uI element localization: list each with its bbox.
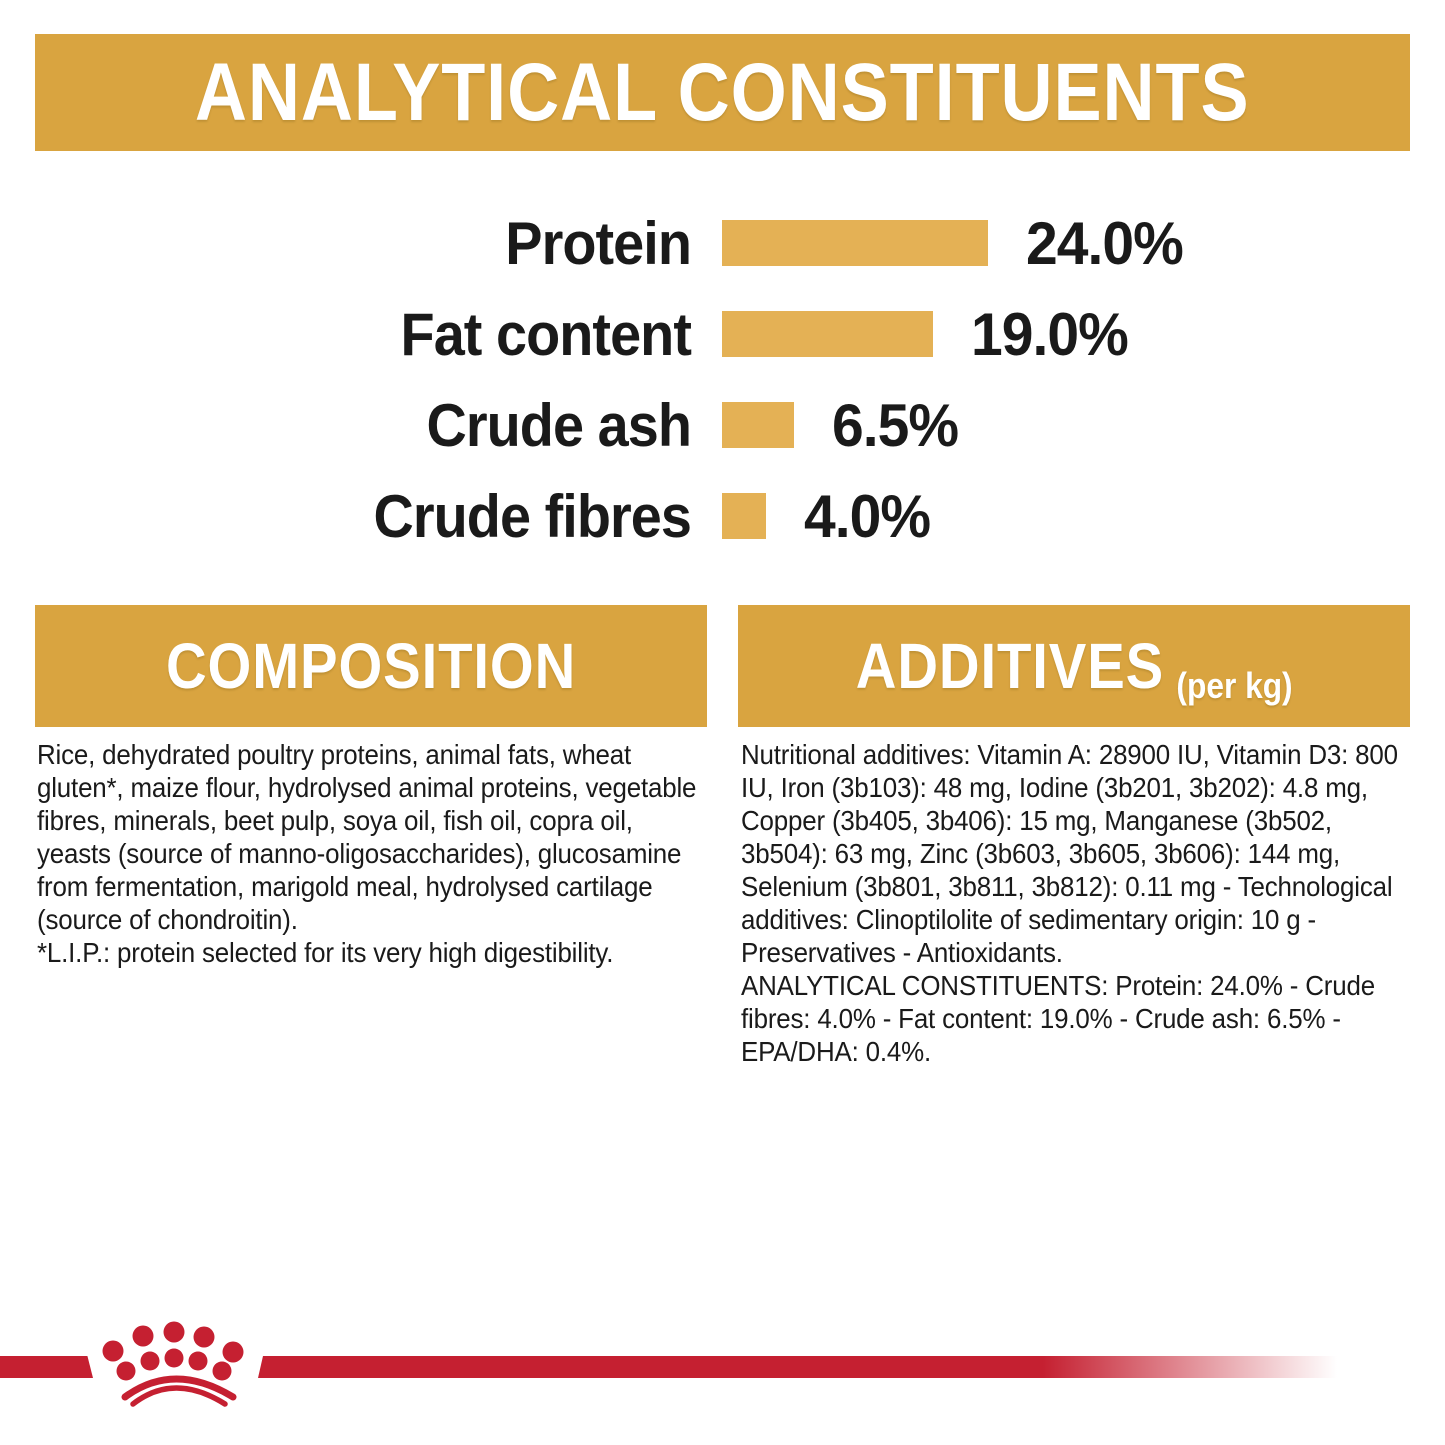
additives-banner: ADDITIVES (per kg) [738,605,1410,727]
chart-row-crude-fibres: Crude fibres 4.0% [0,483,1445,550]
composition-body: Rice, dehydrated poultry proteins, anima… [37,739,697,935]
additives-heading: ADDITIVES (per kg) [855,629,1293,706]
additives-heading-suffix: (per kg) [1176,665,1293,706]
composition-text: Rice, dehydrated poultry proteins, anima… [37,738,707,969]
composition-banner: COMPOSITION [35,605,707,727]
chart-row-fat-content: Fat content 19.0% [0,301,1445,368]
chart-bar [722,493,766,539]
chart-category-label: Crude ash [426,391,691,459]
brand-stripe-right [258,1356,1348,1378]
royal-canin-crown-icon [102,1321,244,1407]
chart-bar [722,311,933,357]
chart-bar [722,220,988,266]
additives-text: Nutritional additives: Vitamin A: 28900 … [741,738,1411,1068]
chart-bar [722,402,794,448]
additives-analytical-line: ANALYTICAL CONSTITUENTS: Protein: 24.0% … [741,970,1375,1067]
additives-body: Nutritional additives: Vitamin A: 28900 … [741,739,1398,968]
composition-footnote: *L.I.P.: protein selected for its very h… [37,937,614,968]
chart-value-label: 4.0% [804,482,931,550]
chart-category-label: Crude fibres [373,482,691,550]
chart-row-protein: Protein 24.0% [0,210,1445,277]
chart-value-label: 19.0% [971,300,1129,368]
additives-heading-main: ADDITIVES [855,630,1164,702]
chart-row-crude-ash: Crude ash 6.5% [0,392,1445,459]
chart-category-label: Fat content [400,300,692,368]
chart-category-label: Protein [505,209,692,277]
chart-value-label: 6.5% [832,391,959,459]
analytical-constituents-banner: ANALYTICAL CONSTITUENTS [35,34,1410,151]
composition-heading: COMPOSITION [165,630,577,702]
analytical-constituents-title: ANALYTICAL CONSTITUENTS [195,46,1250,138]
brand-stripe-left [0,1356,93,1378]
analytical-constituents-chart: Protein 24.0% Fat content 19.0% Crude as… [0,210,1445,584]
chart-value-label: 24.0% [1026,209,1184,277]
